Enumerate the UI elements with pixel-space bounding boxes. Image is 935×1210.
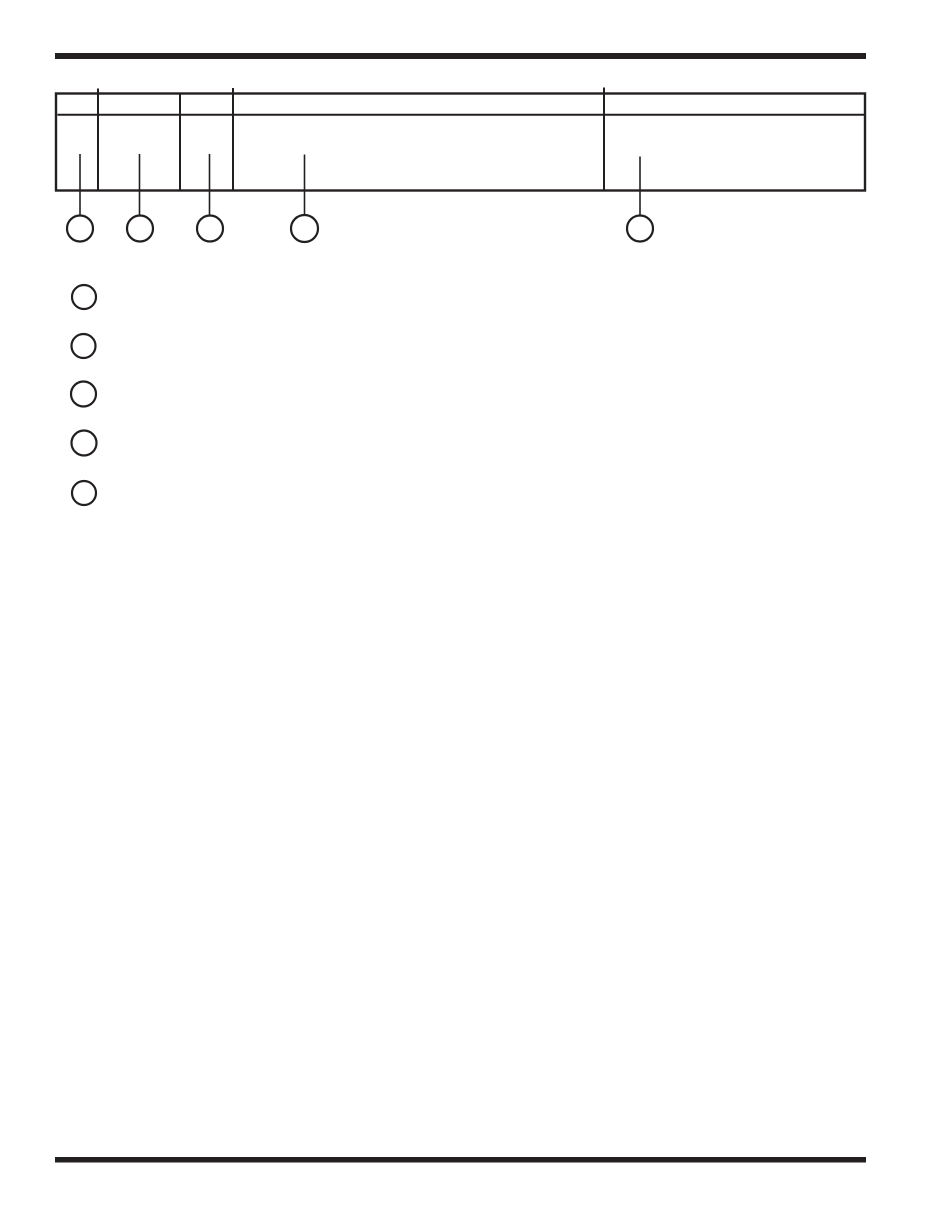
top-rule — [55, 53, 866, 59]
callout-circle — [195, 214, 225, 243]
legend-callout-2 — [70, 332, 97, 360]
table-callout-4 — [289, 213, 320, 244]
callout-circle — [69, 380, 98, 408]
callout-legend-column — [69, 283, 98, 507]
table-callout-3 — [195, 214, 225, 243]
callout-circle — [289, 213, 320, 244]
table-callout-1 — [65, 214, 95, 243]
legend-callout-3 — [69, 380, 98, 408]
callout-circle — [70, 479, 98, 507]
callout-circle — [70, 283, 98, 311]
parts-table-diagram — [54, 87, 867, 244]
table-callout-2 — [125, 214, 155, 243]
legend-callout-5 — [70, 479, 98, 507]
callout-circle — [125, 214, 155, 243]
callout-circle — [65, 214, 95, 243]
callout-circle — [625, 214, 655, 243]
table-callout-5 — [625, 214, 655, 243]
callout-circle — [70, 332, 97, 360]
bottom-rule — [55, 1157, 866, 1163]
callout-circle — [70, 429, 98, 457]
legend-callout-1 — [70, 283, 98, 311]
table-outline — [54, 92, 867, 192]
legend-callout-4 — [70, 429, 98, 457]
